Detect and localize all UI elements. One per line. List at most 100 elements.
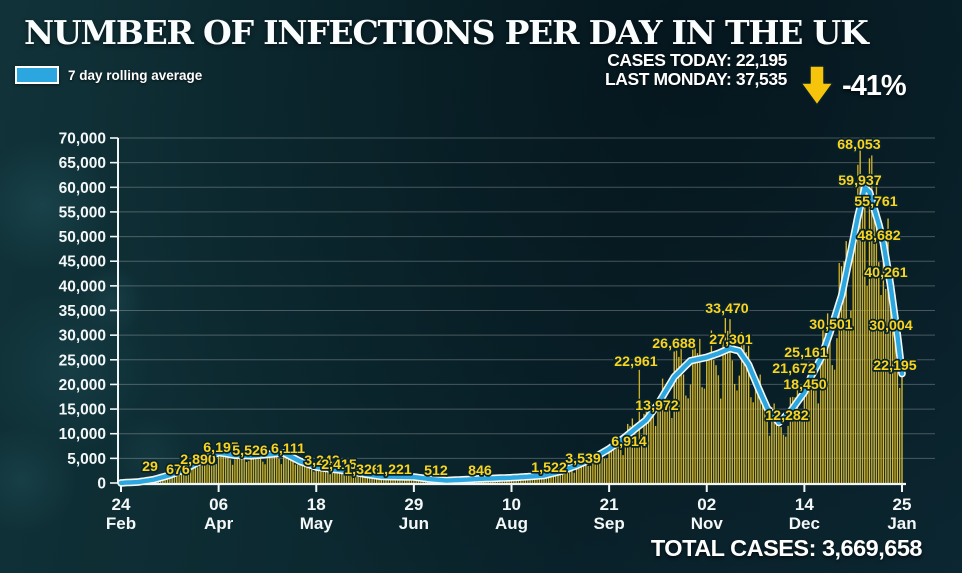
- daily-bar: [836, 338, 838, 483]
- data-label: 2,415: [321, 457, 357, 473]
- daily-bar: [796, 388, 799, 483]
- x-tick-month: Sep: [594, 514, 625, 533]
- daily-bar: [838, 263, 840, 483]
- daily-bar: [878, 262, 880, 483]
- daily-bar: [327, 471, 329, 483]
- daily-bar: [847, 319, 850, 483]
- data-label: 26,688: [652, 336, 696, 352]
- daily-bar: [703, 388, 706, 483]
- x-tick-month: Nov: [691, 514, 724, 533]
- daily-bar: [594, 454, 596, 483]
- legend-label: 7 day rolling average: [68, 67, 203, 83]
- daily-bar: [336, 468, 338, 483]
- daily-bar: [722, 341, 724, 483]
- daily-bar: [773, 403, 775, 483]
- daily-bar: [220, 449, 222, 483]
- cases-today-text: CASES TODAY: 22,195: [607, 50, 787, 70]
- daily-bar: [868, 158, 871, 484]
- y-tick-label: 15,000: [59, 402, 106, 419]
- daily-bar: [248, 460, 250, 483]
- data-label: 6,111: [271, 441, 305, 457]
- daily-bar: [866, 285, 868, 483]
- x-tick-day: 06: [209, 495, 228, 514]
- y-tick-label: 30,000: [59, 328, 106, 345]
- daily-bar: [320, 463, 322, 483]
- daily-bar: [264, 464, 266, 483]
- daily-bar: [192, 462, 194, 483]
- daily-bar: [901, 373, 903, 483]
- daily-bar: [310, 469, 313, 483]
- daily-bar: [245, 462, 248, 483]
- daily-bar: [659, 400, 661, 483]
- daily-bar: [180, 472, 183, 483]
- x-tick-month: May: [300, 514, 334, 533]
- daily-bar: [824, 327, 826, 483]
- daily-bar: [826, 313, 829, 483]
- daily-bar: [592, 463, 594, 483]
- daily-bar: [350, 470, 352, 483]
- daily-bar: [634, 430, 636, 483]
- daily-bars: [120, 147, 903, 484]
- data-label: 512: [424, 463, 448, 479]
- daily-bar: [701, 387, 703, 483]
- daily-bar: [550, 474, 552, 483]
- daily-bar: [843, 261, 845, 483]
- change-percent: -41%: [842, 69, 907, 102]
- daily-bar: [280, 464, 283, 483]
- daily-bar: [636, 441, 638, 483]
- data-label: 68,053: [837, 137, 881, 153]
- daily-bar: [571, 470, 573, 483]
- daily-bar: [647, 415, 650, 483]
- daily-bar: [208, 459, 211, 483]
- daily-bar: [699, 338, 701, 483]
- daily-bar: [296, 464, 299, 483]
- x-tick-day: 25: [893, 495, 912, 514]
- daily-bar: [812, 376, 815, 483]
- daily-bar: [269, 451, 271, 483]
- daily-bar: [210, 455, 213, 483]
- data-label: 1,522: [531, 460, 567, 476]
- data-label: 13,972: [635, 398, 679, 414]
- daily-bar: [671, 418, 673, 483]
- daily-bar: [227, 456, 229, 483]
- x-tick-month: Jan: [887, 514, 916, 533]
- daily-bar: [238, 454, 241, 483]
- daily-bar: [373, 476, 376, 483]
- daily-bar: [806, 390, 808, 483]
- daily-bar: [845, 241, 847, 483]
- daily-bar: [617, 446, 620, 483]
- daily-bar: [819, 358, 822, 483]
- y-tick-label: 45,000: [59, 254, 106, 271]
- data-label: 33,470: [705, 301, 749, 317]
- daily-bar: [631, 418, 634, 483]
- daily-bar: [166, 478, 169, 483]
- x-tick-day: 18: [307, 495, 326, 514]
- change-block: -41%: [799, 64, 907, 108]
- y-tick-label: 60,000: [59, 180, 106, 197]
- daily-bar: [215, 464, 217, 483]
- daily-bar: [645, 411, 647, 483]
- daily-bar: [829, 332, 831, 483]
- y-tick-label: 70,000: [59, 131, 106, 148]
- daily-bar: [589, 465, 592, 483]
- daily-bar: [778, 422, 780, 483]
- daily-bar: [640, 435, 643, 483]
- daily-bar: [629, 426, 631, 483]
- daily-bar: [329, 474, 331, 483]
- daily-bar: [338, 467, 341, 483]
- daily-bar: [680, 343, 682, 483]
- daily-bar: [757, 389, 759, 483]
- data-label: 22,195: [873, 358, 917, 374]
- x-tick-day: 29: [404, 495, 423, 514]
- daily-bar: [204, 456, 206, 483]
- daily-bar: [194, 461, 197, 483]
- axis: [117, 138, 906, 486]
- rolling-average-line: [117, 183, 906, 487]
- daily-bar: [880, 295, 882, 483]
- daily-bar: [808, 361, 810, 483]
- daily-bar: [231, 464, 234, 483]
- daily-bar: [675, 350, 678, 483]
- line-core: [118, 185, 905, 486]
- daily-bar: [608, 448, 610, 483]
